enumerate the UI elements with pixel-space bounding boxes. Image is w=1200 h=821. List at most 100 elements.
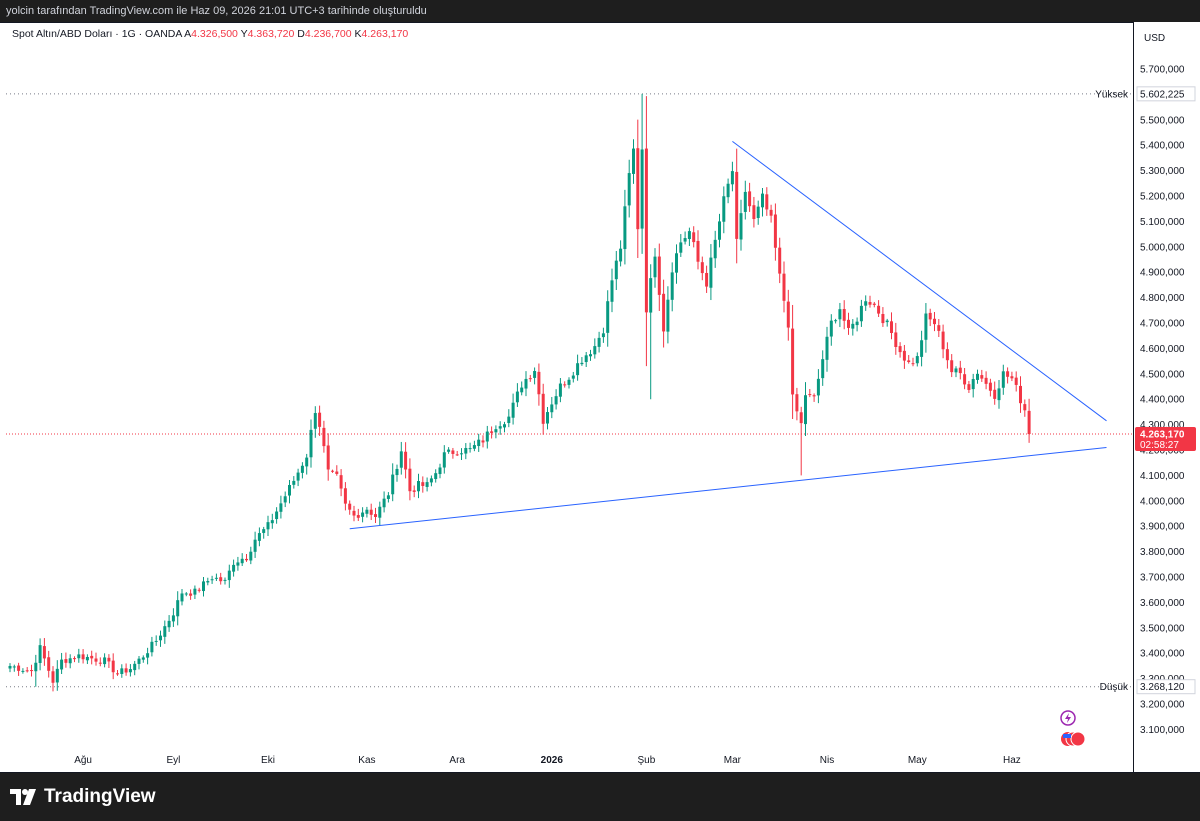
candle-up bbox=[683, 238, 687, 242]
candle-down bbox=[73, 658, 76, 660]
candle-down bbox=[872, 303, 876, 305]
candle-up bbox=[146, 653, 150, 658]
candle-up bbox=[743, 191, 747, 212]
candle-up bbox=[589, 354, 592, 357]
candle-up bbox=[722, 196, 726, 222]
candle-up bbox=[137, 658, 141, 664]
candle-up bbox=[464, 448, 468, 454]
candle-up bbox=[292, 480, 296, 485]
tradingview-logo[interactable]: TradingView bbox=[10, 786, 156, 808]
open-value: 4.326,500 bbox=[191, 28, 238, 40]
candle-down bbox=[98, 662, 102, 664]
candle-down bbox=[451, 450, 455, 454]
candle-down bbox=[541, 393, 545, 424]
candle-down bbox=[894, 332, 898, 348]
candle-down bbox=[369, 509, 373, 515]
candle-up bbox=[859, 305, 863, 322]
candle-up bbox=[709, 257, 713, 288]
candle-down bbox=[765, 194, 769, 210]
candle-up bbox=[133, 663, 137, 671]
candle-up bbox=[442, 452, 446, 468]
candle-down bbox=[42, 646, 46, 659]
candle-up bbox=[498, 426, 502, 429]
low-value: 4.236,700 bbox=[304, 28, 352, 40]
candle-up bbox=[726, 183, 730, 198]
candle-up bbox=[154, 640, 158, 642]
candle-down bbox=[47, 657, 51, 671]
chart-event-icons[interactable] bbox=[1060, 710, 1100, 757]
symbol-legend: Spot Altın/ABD Doları · 1G · OANDA A4.32… bbox=[12, 28, 408, 40]
candlestick-chart[interactable]: USD3.100,0003.200,0003.300,0003.400,0003… bbox=[0, 22, 1200, 773]
candle-up bbox=[601, 333, 605, 338]
candle-up bbox=[825, 336, 829, 360]
candle-down bbox=[1006, 371, 1010, 377]
close-label: K bbox=[354, 28, 362, 40]
high-marker-box bbox=[1136, 86, 1196, 102]
candle-down bbox=[116, 673, 119, 675]
candle-down bbox=[662, 293, 666, 332]
y-tick-label: 3.500,000 bbox=[1140, 623, 1185, 634]
candle-up bbox=[236, 562, 240, 566]
candle-up bbox=[954, 368, 958, 373]
candle-down bbox=[481, 440, 485, 443]
candle-up bbox=[313, 413, 317, 429]
candle-up bbox=[550, 404, 554, 413]
x-tick-label: Şub bbox=[638, 755, 656, 766]
candle-up bbox=[515, 391, 519, 403]
y-tick-label: 4.100,000 bbox=[1140, 471, 1185, 482]
candle-down bbox=[1019, 385, 1022, 404]
candle-down bbox=[842, 309, 846, 321]
candle-up bbox=[567, 379, 571, 385]
candle-up bbox=[223, 579, 227, 581]
candle-up bbox=[55, 668, 59, 683]
candle-up bbox=[361, 512, 365, 517]
candle-up bbox=[150, 641, 154, 653]
y-tick-label: 4.400,000 bbox=[1140, 395, 1185, 406]
candle-down bbox=[189, 593, 193, 596]
candle-down bbox=[778, 247, 782, 274]
candle-down bbox=[773, 214, 777, 248]
y-tick-label: 3.600,000 bbox=[1140, 598, 1185, 609]
y-tick-label: 4.800,000 bbox=[1140, 293, 1185, 304]
candle-up bbox=[184, 593, 188, 595]
candle-up bbox=[804, 395, 807, 425]
y-tick-label: 3.100,000 bbox=[1140, 725, 1185, 736]
currency-label: USD bbox=[1144, 33, 1165, 44]
chart-grid bbox=[6, 93, 1133, 688]
candle-up bbox=[976, 373, 979, 380]
candle-down bbox=[412, 490, 416, 492]
candle-up bbox=[713, 239, 717, 259]
candle-up bbox=[571, 375, 575, 379]
candle-up bbox=[477, 439, 481, 447]
candle-up bbox=[68, 658, 72, 664]
y-tick-label: 5.500,000 bbox=[1140, 115, 1185, 126]
candle-up bbox=[627, 173, 631, 206]
candle-down bbox=[636, 148, 640, 230]
x-tick-label: Mar bbox=[724, 755, 742, 766]
candle-down bbox=[81, 654, 85, 660]
candle-up bbox=[60, 659, 64, 670]
candle-up bbox=[180, 593, 184, 602]
candle-down bbox=[963, 374, 967, 385]
y-tick-label: 4.500,000 bbox=[1140, 369, 1185, 380]
candle-up bbox=[12, 666, 16, 668]
candle-up bbox=[296, 472, 300, 481]
y-tick-label: 5.700,000 bbox=[1140, 65, 1185, 76]
candle-down bbox=[881, 313, 885, 324]
candle-up bbox=[558, 383, 562, 397]
candle-down bbox=[64, 659, 68, 663]
candle-up bbox=[855, 321, 859, 326]
candle-up bbox=[85, 656, 89, 661]
high-marker-value: 5.602,225 bbox=[1140, 89, 1185, 100]
candle-up bbox=[193, 588, 197, 595]
candle-down bbox=[1010, 376, 1014, 379]
candle-up bbox=[300, 465, 304, 473]
candle-up bbox=[756, 206, 760, 218]
candle-down bbox=[877, 305, 881, 314]
low-label: D bbox=[297, 28, 305, 40]
candle-up bbox=[511, 402, 515, 418]
candle-up bbox=[103, 657, 107, 665]
last-price-countdown: 02:58:27 bbox=[1140, 440, 1179, 451]
candle-up bbox=[666, 299, 670, 332]
candle-down bbox=[563, 384, 567, 386]
